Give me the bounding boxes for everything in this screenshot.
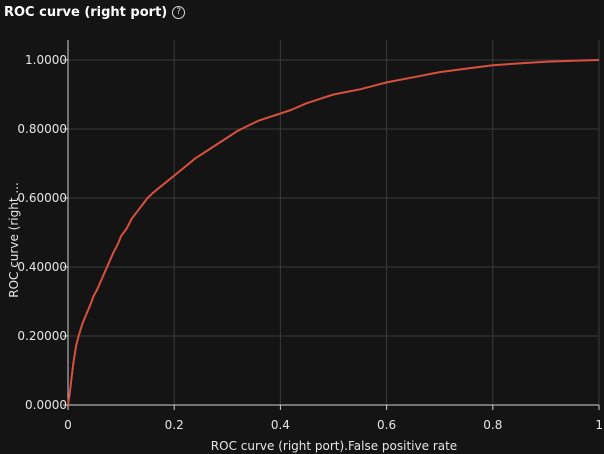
help-icon[interactable]: ? <box>172 5 186 19</box>
y-tick-label: 0.40000 <box>17 260 67 274</box>
x-tick-label: 0.4 <box>271 418 290 432</box>
y-tick-label: 0.80000 <box>17 122 67 136</box>
x-axis-title: ROC curve (right port).False positive ra… <box>211 439 457 453</box>
x-tick-label: 0 <box>64 418 72 432</box>
axes <box>67 40 599 406</box>
y-tick-labels: 0.0000 0.20000 0.40000 0.60000 0.80000 1.0000 <box>17 53 68 412</box>
y-tick-label: 0.60000 <box>17 191 67 205</box>
panel-title: ROC curve (right port) <box>4 4 168 20</box>
x-tick-label: 0.2 <box>165 418 184 432</box>
y-tick-label: 1.0000 <box>25 53 67 67</box>
y-axis-title: ROC curve (right ... <box>7 182 21 298</box>
panel-header: ROC curve (right port) ? <box>4 2 186 22</box>
y-tick-label: 0.0000 <box>25 398 67 412</box>
x-tick-label: 0.8 <box>483 418 502 432</box>
x-tick-label: 0.6 <box>377 418 396 432</box>
x-tick-label: 1 <box>595 418 603 432</box>
y-tick-label: 0.20000 <box>17 329 67 343</box>
x-tick-labels: 0 0.2 0.4 0.6 0.8 1 <box>64 405 603 432</box>
roc-curve-line <box>67 59 600 406</box>
series-group <box>67 59 600 406</box>
